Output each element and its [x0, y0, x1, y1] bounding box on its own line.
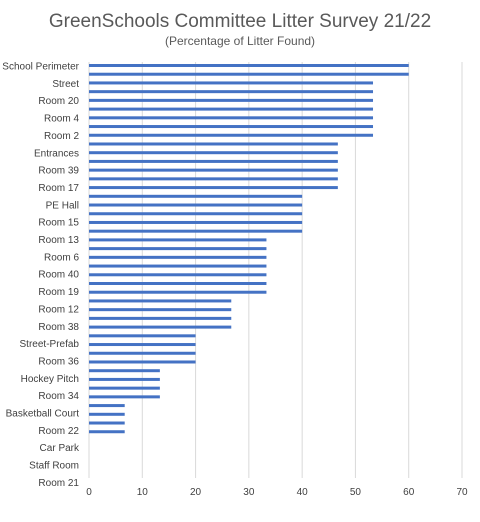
category-label: Room 39 — [38, 166, 79, 177]
bar — [89, 421, 125, 425]
category-label: Hockey Pitch — [21, 374, 79, 385]
bar — [89, 334, 196, 338]
bar — [89, 212, 303, 216]
category-label: Room 17 — [38, 183, 79, 194]
category-label: Room 2 — [44, 131, 79, 142]
bar — [89, 81, 374, 85]
category-label: Room 38 — [38, 322, 79, 333]
bar — [89, 64, 409, 67]
category-label: Entrances — [34, 148, 79, 159]
bar — [89, 133, 374, 137]
bar — [89, 369, 160, 373]
category-label: Car Park — [40, 443, 80, 454]
x-tick-label: 30 — [243, 487, 255, 498]
category-label: Staff Room — [29, 461, 79, 472]
category-label: Room 34 — [38, 391, 79, 402]
bar — [89, 308, 232, 312]
category-label: Room 36 — [38, 356, 79, 367]
bar — [89, 98, 374, 102]
category-labels: School Perimeter Street Room 20 Room 4 Room … — [2, 62, 80, 489]
bar — [89, 273, 267, 277]
bar — [89, 247, 267, 251]
bar — [89, 168, 338, 172]
category-label: Street-Prefab — [20, 339, 80, 350]
category-label: Room 6 — [44, 252, 79, 263]
bar — [89, 299, 232, 303]
bar — [89, 72, 409, 76]
bar — [89, 107, 374, 111]
bar — [89, 125, 374, 129]
category-label: PE Hall — [46, 200, 79, 211]
bar — [89, 229, 303, 233]
bar — [89, 159, 338, 163]
category-label: School Perimeter — [2, 62, 79, 73]
x-tick-labels: 0 10 20 30 40 50 60 70 — [86, 487, 468, 498]
bar — [89, 430, 125, 434]
bar — [89, 404, 125, 408]
category-label: Room 19 — [38, 287, 79, 298]
bar — [89, 386, 160, 390]
chart-subtitle: (Percentage of Litter Found) — [165, 34, 315, 48]
gridlines — [88, 62, 463, 478]
bar — [89, 116, 374, 120]
bar — [89, 282, 267, 285]
category-label: Room 20 — [38, 96, 79, 107]
category-label: Room 15 — [38, 218, 79, 229]
category-label: Room 22 — [38, 426, 79, 437]
category-label: Room 4 — [44, 114, 79, 125]
bar — [89, 238, 267, 242]
x-tick-label: 10 — [137, 487, 149, 498]
x-tick-label: 40 — [297, 487, 309, 498]
bar — [89, 177, 338, 181]
bar — [89, 377, 160, 381]
category-label: Room 21 — [38, 478, 79, 489]
bar — [89, 351, 196, 355]
bar — [89, 255, 267, 259]
bar — [89, 203, 303, 207]
x-tick-label: 50 — [350, 487, 362, 498]
bar — [89, 343, 196, 347]
x-tick-label: 70 — [456, 487, 468, 498]
bar — [89, 264, 267, 268]
bar — [89, 395, 160, 399]
bar — [89, 412, 125, 416]
bar — [89, 325, 232, 329]
bar — [89, 142, 338, 146]
x-tick-label: 20 — [190, 487, 202, 498]
bar — [89, 151, 338, 155]
bar — [89, 186, 338, 190]
category-label: Street — [52, 79, 79, 90]
x-tick-label: 60 — [403, 487, 415, 498]
bars — [89, 64, 409, 434]
bar — [89, 194, 303, 198]
bar — [89, 316, 232, 320]
bar — [89, 220, 303, 224]
bar — [89, 360, 196, 364]
category-label: Room 40 — [38, 270, 79, 281]
chart-title: GreenSchools Committee Litter Survey 21/… — [49, 11, 431, 32]
bar — [89, 290, 267, 294]
category-label: Room 12 — [38, 304, 79, 315]
bar — [89, 90, 374, 94]
x-tick-label: 0 — [86, 487, 92, 498]
category-label: Room 13 — [38, 235, 79, 246]
category-label: Basketball Court — [6, 409, 80, 420]
